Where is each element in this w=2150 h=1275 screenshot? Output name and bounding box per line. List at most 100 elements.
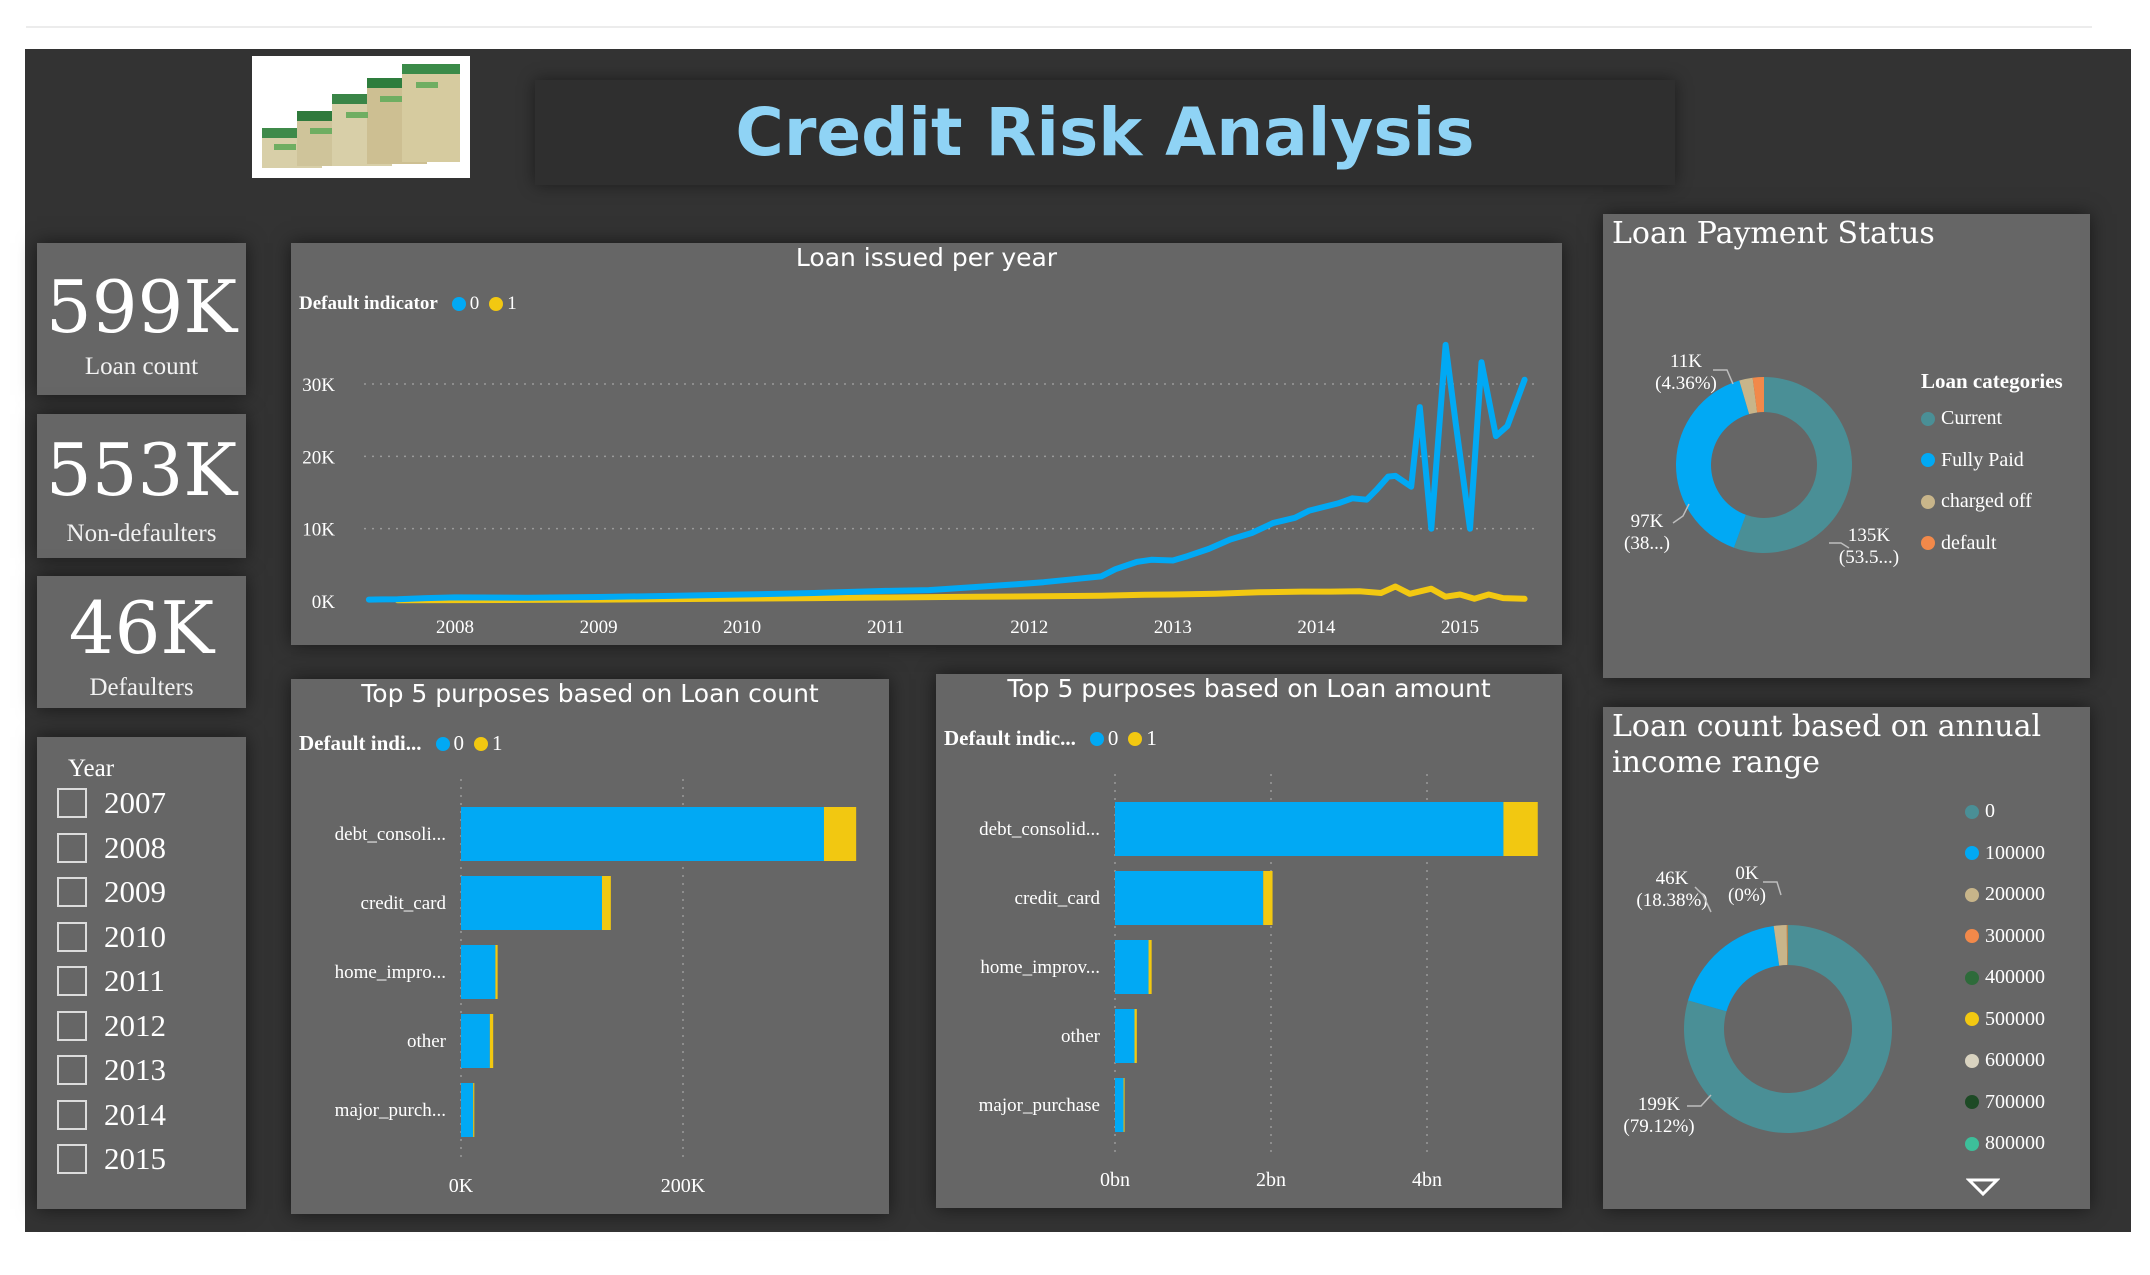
y-tick-label: 10K (302, 520, 335, 541)
year-option-2011[interactable]: 2011 (57, 963, 165, 999)
series-line-1 (394, 583, 1528, 604)
legend-dot (1921, 411, 1935, 426)
legend-title: Default indicator (299, 293, 438, 314)
income-range-legend-item[interactable]: 400000 (1965, 957, 2045, 999)
legend-item-1[interactable]: 1 (489, 293, 517, 315)
year-option-2014[interactable]: 2014 (57, 1097, 166, 1133)
category-label: debt_consoli... (335, 824, 446, 845)
legend-label: Current (1941, 407, 2003, 430)
category-label: credit_card (361, 893, 447, 914)
legend-label: 800000 (1985, 1132, 2045, 1155)
legend-label: 500000 (1985, 1007, 2045, 1030)
x-tick-label: 2013 (1154, 617, 1192, 638)
year-option-2015[interactable]: 2015 (57, 1141, 166, 1177)
bar-count-legend: Default indi... 0 1 (299, 731, 513, 756)
year-option-2010[interactable]: 2010 (57, 919, 166, 955)
income-range-legend-item[interactable]: 800000 (1965, 1123, 2045, 1165)
kpi-label: Defaulters (89, 674, 194, 701)
year-label: 2007 (104, 785, 166, 820)
leader-line (1687, 1094, 1712, 1107)
legend-item-1[interactable]: 1 (1128, 726, 1157, 751)
year-checkbox[interactable] (57, 921, 87, 952)
bar-segment-1 (1123, 1078, 1125, 1132)
legend-item-0[interactable]: 0 (451, 293, 479, 315)
year-checkbox[interactable] (57, 788, 87, 818)
legend-item-0[interactable]: 0 (435, 731, 464, 756)
legend-dot (474, 736, 489, 751)
bar-segment-1 (1263, 871, 1273, 925)
line-legend: Default indicator 0 1 (299, 293, 527, 315)
income-range-legend-item[interactable]: 600000 (1965, 1040, 2045, 1082)
legend-dot (1965, 929, 1979, 944)
kpi-value: 46K (68, 586, 215, 670)
income-range-legend-item[interactable]: 700000 (1965, 1082, 2045, 1124)
legend-label: 300000 (1985, 924, 2045, 947)
leader-line (1694, 886, 1712, 913)
legend-item-0[interactable]: 0 (1089, 726, 1118, 751)
year-checkbox[interactable] (57, 1144, 87, 1174)
legend-label: 600000 (1985, 1049, 2045, 1072)
bar-segment-1 (1503, 802, 1538, 856)
kpi-card-loan-count: 599K Loan count (37, 243, 246, 395)
category-label: home_impro... (335, 962, 446, 983)
bar-segment-0 (1115, 1009, 1135, 1063)
payment-status-legend-item[interactable]: Current (1921, 398, 2063, 440)
year-option-2012[interactable]: 2012 (57, 1008, 166, 1044)
year-checkbox[interactable] (57, 1055, 87, 1085)
bar-chart-purpose-count: Top 5 purposes based on Loan count Defau… (291, 679, 889, 1214)
income-range-legend-item[interactable]: 500000 (1965, 999, 2045, 1041)
bar-segment-1 (489, 1014, 494, 1068)
bar-segment-0 (1115, 940, 1149, 994)
donut-slice-200000 (1773, 925, 1788, 966)
income-range-legend-item[interactable]: 100000 (1965, 833, 2045, 875)
category-label: other (1061, 1026, 1101, 1047)
income-range-legend: 0 100000 200000 300000 400000 500000 600000 700… (1965, 791, 2045, 1165)
data-label-percent: (0%) (1728, 885, 1766, 906)
category-label: major_purchase (979, 1095, 1100, 1116)
data-label-value: 46K (1656, 868, 1689, 889)
year-option-2007[interactable]: 2007 (57, 785, 166, 821)
category-label: major_purch... (335, 1100, 446, 1121)
x-tick-label: 0bn (1100, 1169, 1130, 1191)
bar-segment-0 (461, 876, 602, 930)
year-option-2008[interactable]: 2008 (57, 830, 166, 866)
year-checkbox[interactable] (57, 1010, 87, 1041)
legend-dot (1921, 453, 1935, 468)
legend-dot (1089, 731, 1104, 746)
donut-slice-default (1752, 377, 1764, 413)
donut-slice-Current (1733, 377, 1852, 553)
year-checkbox[interactable] (57, 832, 87, 863)
panel-title: Loan count based on annual income range (1612, 709, 2042, 780)
income-range-legend-item[interactable]: 0 (1965, 791, 2045, 833)
bar-segment-0 (1115, 871, 1264, 925)
y-tick-label: 0K (312, 592, 336, 613)
legend-item-1[interactable]: 1 (474, 731, 503, 756)
legend-dot (1128, 731, 1143, 746)
top-divider (26, 26, 2092, 28)
year-label: 2015 (104, 1141, 166, 1176)
payment-status-legend-item[interactable]: Fully Paid (1921, 440, 2063, 482)
legend-dot (1921, 536, 1935, 551)
year-option-2009[interactable]: 2009 (57, 874, 166, 910)
chevron-down-icon[interactable] (1966, 1177, 2000, 1197)
legend-dot (1965, 804, 1979, 819)
payment-status-legend-item[interactable]: charged off (1921, 481, 2063, 523)
x-tick-label: 2009 (580, 617, 618, 638)
category-label: debt_consolid... (979, 819, 1100, 840)
year-checkbox[interactable] (57, 1099, 87, 1130)
income-range-legend-item[interactable]: 300000 (1965, 916, 2045, 958)
legend-dot (1921, 494, 1935, 509)
data-label-value: 97K (1631, 511, 1664, 532)
year-checkbox[interactable] (57, 966, 87, 996)
income-range-legend-item[interactable]: 200000 (1965, 874, 2045, 916)
legend-dot (1965, 887, 1979, 902)
data-label-percent: (79.12%) (1623, 1116, 1694, 1137)
year-slicer: Year 2007 2008 2009 2010 2011 2012 2013 2014 201… (37, 737, 246, 1209)
year-label: 2013 (104, 1052, 166, 1087)
payment-status-legend-item[interactable]: default (1921, 523, 2063, 565)
legend-dot (451, 297, 466, 311)
year-checkbox[interactable] (57, 877, 87, 907)
legend-dot (1965, 1095, 1979, 1110)
year-option-2013[interactable]: 2013 (57, 1052, 166, 1088)
